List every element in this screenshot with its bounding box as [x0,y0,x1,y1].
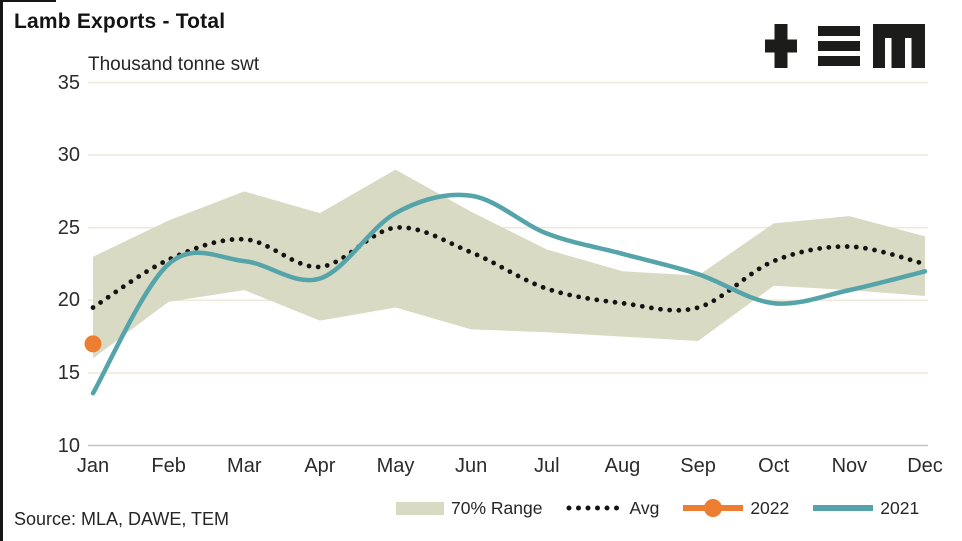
x-axis-label-May: May [376,455,415,477]
x-axis-label-Jan: Jan [76,455,110,477]
x-axis-label-Jul: Jul [534,455,560,477]
legend-item-2021: 2021 [813,498,919,519]
logo-bar-bot [818,56,860,66]
window-left-border [0,0,3,541]
legend-label-range: 70% Range [451,497,543,518]
x-axis-label-Mar: Mar [227,455,262,477]
series-2021-line [90,192,928,396]
x-axis-label-Jun: Jun [455,455,488,477]
x-axis-label-Apr: Apr [304,455,336,477]
avg-dotted-swatch [566,505,622,511]
logo-bar-top [818,26,860,36]
x-axis-label-Sep: Sep [680,455,716,477]
legend-item-range: 70% Range [396,498,542,519]
legend: 70% Range Avg 2022 2021 [396,495,919,521]
x-axis-label-Aug: Aug [604,455,641,477]
axis-unit-label: Thousand tonne swt [88,54,260,75]
line-swatch-2021 [813,505,874,511]
range-band-swatch [396,501,444,515]
legend-label-2022: 2022 [750,497,790,518]
x-axis-label-Feb: Feb [151,455,186,477]
logo-m [873,24,925,68]
range-band [93,169,925,359]
y-axis-label-20: 20 [57,289,80,312]
x-axis-label-Oct: Oct [758,455,790,477]
line-dot-swatch-2022 [683,499,744,517]
legend-item-2022: 2022 [683,498,789,519]
y-axis-label-30: 30 [57,144,80,167]
avg-line [90,225,928,313]
legend-label-avg: Avg [629,497,660,518]
logo-bar-mid [818,41,860,51]
logo-plus-v [774,24,788,68]
x-axis-label-Dec: Dec [907,455,943,477]
legend-label-2021: 2021 [880,497,920,518]
y-axis-label-15: 15 [57,361,80,384]
window-top-border [0,0,56,2]
tem-logo [765,24,925,68]
chart-title: Lamb Exports - Total [14,10,226,33]
y-axis-label-10: 10 [57,434,80,457]
legend-item-avg: Avg [566,498,659,519]
x-axis-label-Nov: Nov [831,455,868,477]
y-axis-label-35: 35 [57,71,80,94]
source-note: Source: MLA, DAWE, TEM [14,509,230,529]
y-axis-label-25: 25 [57,216,80,239]
series-2022-point [84,335,102,353]
